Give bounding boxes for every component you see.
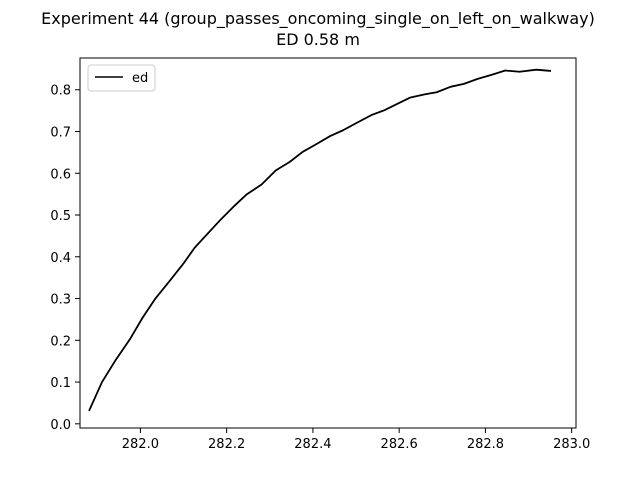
y-tick-label: 0.1 — [50, 376, 71, 391]
x-tick-label: 282.2 — [208, 437, 245, 452]
x-tick-label: 282.4 — [294, 437, 331, 452]
y-axis: 0.0 0.1 0.2 0.3 0.4 0.5 0.6 0.7 0.8 — [50, 84, 80, 433]
y-tick-label: 0.3 — [50, 293, 71, 308]
series-line-ed — [88, 68, 552, 412]
x-tick-label: 282.0 — [122, 437, 159, 452]
y-tick-label: 0.8 — [50, 84, 71, 99]
x-axis: 282.0 282.2 282.4 282.6 282.8 283.0 — [122, 428, 590, 452]
legend-box — [87, 64, 156, 92]
legend-label-ed: ed — [132, 71, 148, 86]
y-tick-label: 0.6 — [50, 167, 71, 182]
legend: ed — [87, 64, 156, 92]
chart-title: Experiment 44 (group_passes_oncoming_sin… — [41, 9, 595, 29]
y-tick-label: 0.0 — [50, 418, 71, 433]
x-tick-label: 282.8 — [467, 437, 504, 452]
plot-area — [88, 68, 552, 412]
y-tick-label: 0.2 — [50, 334, 71, 349]
y-tick-label: 0.5 — [50, 209, 71, 224]
y-tick-label: 0.7 — [50, 125, 71, 140]
y-tick-label: 0.4 — [50, 251, 71, 266]
x-tick-label: 282.6 — [381, 437, 418, 452]
axes-frame — [79, 57, 577, 429]
x-tick-label: 283.0 — [553, 437, 590, 452]
chart-subtitle: ED 0.58 m — [276, 30, 360, 49]
